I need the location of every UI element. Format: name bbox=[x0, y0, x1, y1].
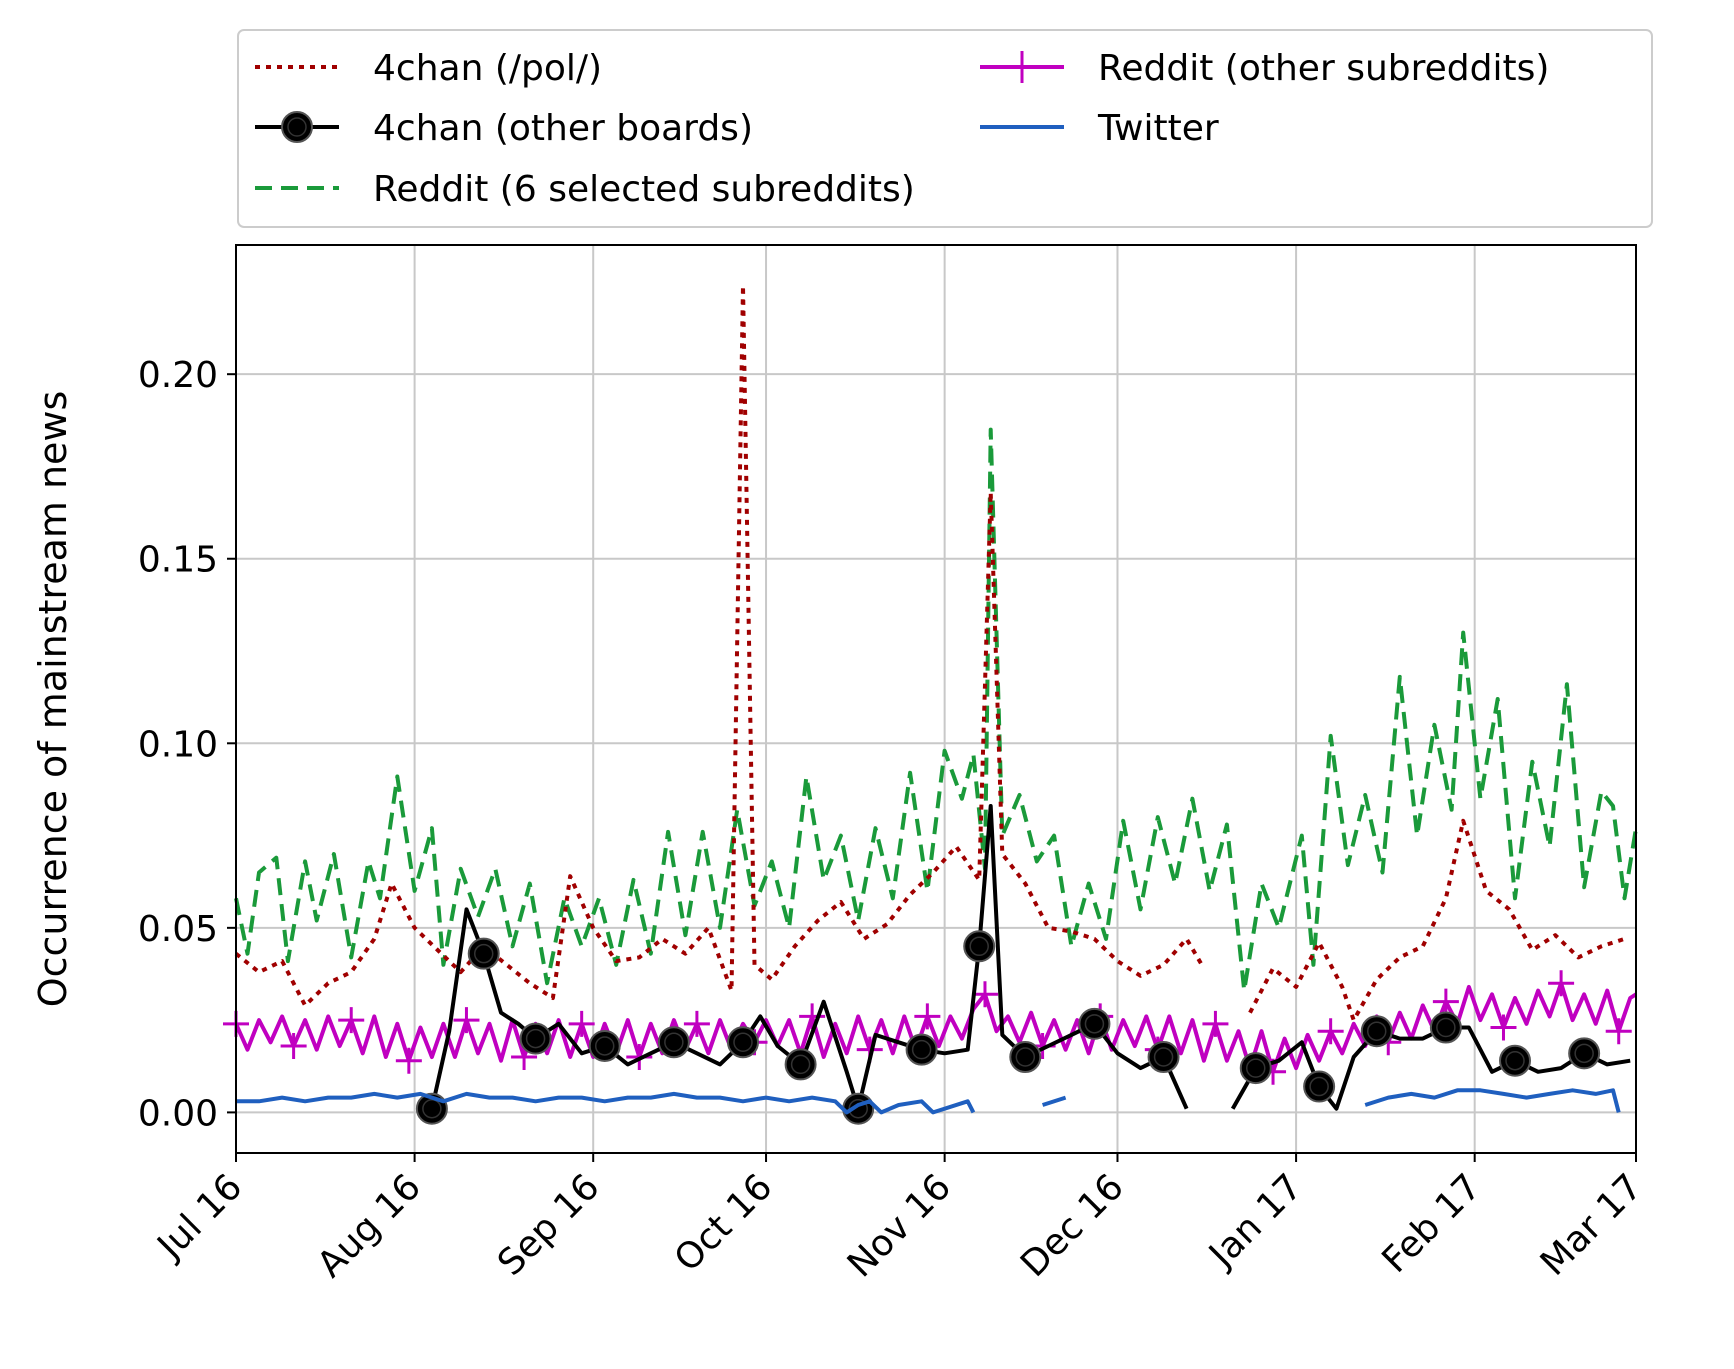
data-point-marker bbox=[395, 1047, 422, 1074]
series-line bbox=[234, 427, 1638, 993]
data-point-marker-ring bbox=[911, 1039, 932, 1060]
data-point-marker bbox=[1303, 1070, 1336, 1103]
data-point-marker bbox=[784, 1048, 817, 1081]
series-line bbox=[236, 1091, 976, 1115]
series-4chan-other-boards bbox=[415, 804, 1631, 1125]
data-point-marker-ring bbox=[969, 936, 989, 957]
data-point-marker bbox=[1202, 1010, 1229, 1037]
data-point-marker bbox=[1147, 1041, 1180, 1074]
y-tick-label: 0.20 bbox=[138, 355, 218, 396]
data-point-marker bbox=[1548, 970, 1575, 997]
series-line bbox=[1230, 1025, 1631, 1111]
series-twitter bbox=[236, 1088, 1621, 1115]
data-point-marker-ring bbox=[1436, 1017, 1456, 1038]
data-point-marker-ring bbox=[1574, 1043, 1594, 1064]
legend-label: Reddit (6 selected subreddits) bbox=[373, 169, 915, 210]
data-point-marker bbox=[971, 981, 998, 1008]
data-point-marker bbox=[280, 1032, 307, 1059]
y-tick-label: 0.10 bbox=[138, 724, 218, 765]
legend-label: Reddit (other subreddits) bbox=[1098, 48, 1549, 89]
data-point-marker bbox=[1239, 1052, 1272, 1085]
data-point-marker bbox=[1499, 1044, 1532, 1077]
data-point-marker bbox=[1490, 1014, 1517, 1041]
series-reddit-6-selected-subreddits bbox=[234, 427, 1638, 993]
data-point-marker bbox=[914, 1003, 941, 1030]
x-tick-label: Sep 16 bbox=[490, 1166, 607, 1283]
data-point-marker bbox=[657, 1026, 690, 1059]
data-point-marker bbox=[683, 1010, 710, 1037]
data-point-marker-ring bbox=[1309, 1076, 1329, 1097]
series-line bbox=[1041, 1095, 1067, 1107]
legend-marker-ring bbox=[287, 117, 307, 137]
data-point-marker-ring bbox=[594, 1036, 615, 1056]
legend-label: 4chan (other boards) bbox=[373, 108, 753, 149]
data-point-marker bbox=[338, 1007, 365, 1034]
y-tick-label: 0.15 bbox=[138, 540, 218, 581]
x-tick-label: Aug 16 bbox=[310, 1166, 429, 1285]
data-point-marker-ring bbox=[525, 1028, 546, 1049]
data-point-marker-ring bbox=[1153, 1047, 1174, 1067]
x-tick-label: Dec 16 bbox=[1013, 1166, 1132, 1285]
plot-area: Jul 16 Aug 16 Sep 16 Oct 16 Nov 16 Dec 16 Jan … bbox=[138, 244, 1651, 1286]
data-point-marker-ring bbox=[1366, 1021, 1387, 1041]
series-line bbox=[1364, 1088, 1621, 1113]
data-point-marker bbox=[726, 1026, 759, 1059]
plot-frame bbox=[235, 244, 1637, 1154]
data-point-marker-ring bbox=[1505, 1050, 1525, 1071]
data-point-marker-ring bbox=[1084, 1014, 1105, 1034]
data-point-marker bbox=[568, 1010, 595, 1037]
data-point-marker bbox=[519, 1022, 552, 1055]
data-point-marker bbox=[453, 1007, 480, 1034]
legend-label: 4chan (/pol/) bbox=[373, 48, 602, 89]
x-tick-label: Oct 16 bbox=[667, 1166, 780, 1279]
data-point-marker-ring bbox=[790, 1054, 811, 1075]
data-point-marker bbox=[1078, 1007, 1111, 1040]
x-tick-label: Jan 17 bbox=[1200, 1166, 1310, 1276]
data-point-marker bbox=[1568, 1037, 1601, 1070]
data-point-marker bbox=[963, 930, 996, 963]
data-point-marker bbox=[1432, 988, 1459, 1015]
data-point-marker-ring bbox=[422, 1098, 442, 1119]
data-point-marker-ring bbox=[1015, 1047, 1036, 1067]
x-tick-label: Nov 16 bbox=[840, 1166, 959, 1285]
legend-label: Twitter bbox=[1097, 108, 1219, 149]
x-tick-label: Jul 16 bbox=[149, 1166, 251, 1268]
data-point-marker bbox=[905, 1033, 938, 1066]
data-point-marker bbox=[1009, 1041, 1042, 1074]
series-reddit-other-subreddits bbox=[223, 970, 1638, 1085]
data-point-marker-ring bbox=[664, 1032, 684, 1053]
data-point-marker bbox=[588, 1029, 621, 1062]
data-point-marker-ring bbox=[1246, 1058, 1266, 1078]
series-line bbox=[234, 981, 1638, 1074]
data-point-marker bbox=[1429, 1011, 1462, 1044]
data-point-marker-ring bbox=[733, 1032, 753, 1053]
y-axis-label: Occurrence of mainstream news bbox=[31, 391, 75, 1008]
series-line bbox=[234, 283, 1206, 1008]
series-4chan-pol bbox=[234, 283, 1626, 1023]
data-point-marker bbox=[467, 937, 500, 970]
data-point-marker bbox=[842, 1092, 875, 1125]
y-tick-label: 0.05 bbox=[138, 909, 218, 950]
data-point-marker-ring bbox=[473, 943, 494, 964]
legend-marker bbox=[281, 111, 313, 143]
legend: 4chan (/pol/) 4chan (other boards) Reddit … bbox=[237, 29, 1653, 228]
data-point-marker bbox=[1605, 1018, 1632, 1045]
y-tick-label: 0.00 bbox=[138, 1093, 218, 1134]
x-tick-label: Mar 17 bbox=[1533, 1166, 1651, 1284]
legend-marker bbox=[1009, 51, 1035, 83]
data-point-marker bbox=[1360, 1015, 1393, 1048]
data-point-marker bbox=[1317, 1018, 1344, 1045]
legend-frame bbox=[237, 29, 1653, 228]
data-point-marker bbox=[799, 1003, 826, 1030]
x-tick-label: Feb 17 bbox=[1374, 1166, 1489, 1281]
series-line bbox=[1248, 818, 1626, 1023]
